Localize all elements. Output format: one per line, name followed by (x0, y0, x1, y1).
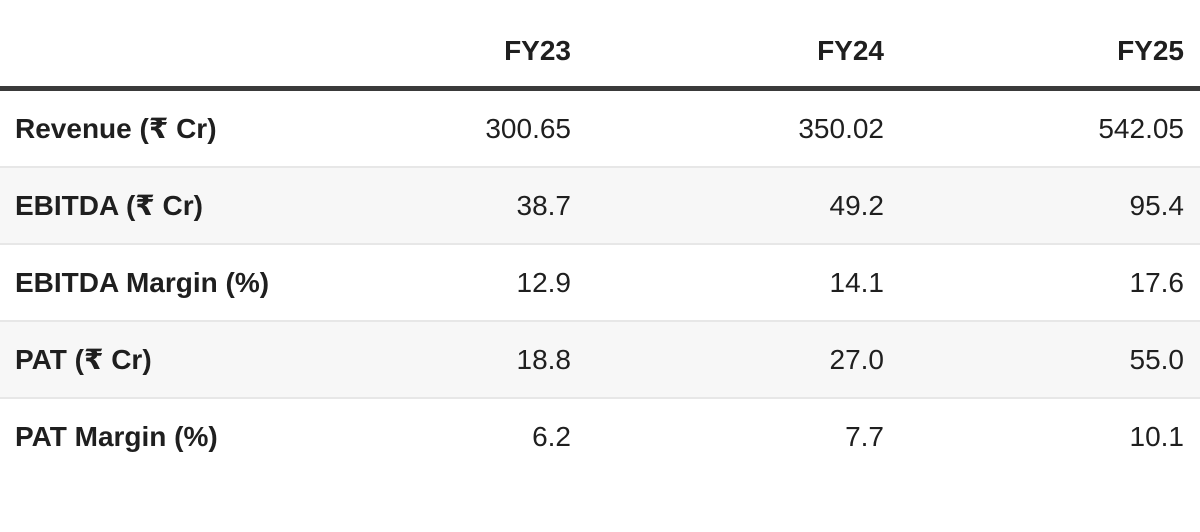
row-label-pat: PAT (₹ Cr) (15, 344, 152, 375)
revenue-fy23-value: 300.65 (485, 113, 571, 144)
table-row-revenue: Revenue (₹ Cr) 300.65 350.02 542.05 (0, 89, 1200, 168)
table-row-ebitda-margin: EBITDA Margin (%) 12.9 14.1 17.6 (0, 244, 1200, 321)
table-row-pat: PAT (₹ Cr) 18.8 27.0 55.0 (0, 321, 1200, 398)
row-label-ebitda: EBITDA (₹ Cr) (15, 190, 203, 221)
pat-fy23-value: 18.8 (516, 344, 572, 375)
ebitda-margin-fy24-value: 14.1 (829, 267, 885, 298)
pat-fy24-value: 27.0 (829, 344, 885, 375)
pat-margin-fy24-value: 7.7 (845, 421, 884, 452)
pat-margin-fy23-value: 6.2 (532, 421, 571, 452)
pat-fy25-value: 55.0 (1129, 344, 1185, 375)
table-row-ebitda: EBITDA (₹ Cr) 38.7 49.2 95.4 (0, 167, 1200, 244)
header-cell-fy24: FY24 (587, 0, 900, 91)
ebitda-fy24-value: 49.2 (829, 190, 885, 221)
row-label-revenue: Revenue (₹ Cr) (15, 113, 217, 144)
header-row: FY23 FY24 FY25 (0, 0, 1200, 91)
ebitda-margin-fy23-value: 12.9 (516, 267, 572, 298)
table-row-pat-margin: PAT Margin (%) 6.2 7.7 10.1 (0, 398, 1200, 474)
revenue-fy25-value: 542.05 (1098, 113, 1184, 144)
ebitda-margin-fy25-value: 17.6 (1129, 267, 1185, 298)
financials-table: FY23 FY24 FY25 Revenue (₹ Cr) 300.65 350… (0, 0, 1200, 475)
revenue-fy24-value: 350.02 (798, 113, 884, 144)
pat-margin-fy25-value: 10.1 (1129, 421, 1185, 452)
header-cell-fy23: FY23 (272, 0, 587, 91)
ebitda-fy23-value: 38.7 (516, 190, 572, 221)
header-cell-metric (0, 0, 272, 91)
row-label-ebitda-margin: EBITDA Margin (%) (15, 267, 270, 298)
table-body: Revenue (₹ Cr) 300.65 350.02 542.05 EBIT… (0, 89, 1200, 475)
ebitda-fy25-value: 95.4 (1129, 190, 1185, 221)
row-label-pat-margin: PAT Margin (%) (15, 421, 218, 452)
table-header: FY23 FY24 FY25 (0, 0, 1200, 91)
header-cell-fy25: FY25 (900, 0, 1200, 91)
